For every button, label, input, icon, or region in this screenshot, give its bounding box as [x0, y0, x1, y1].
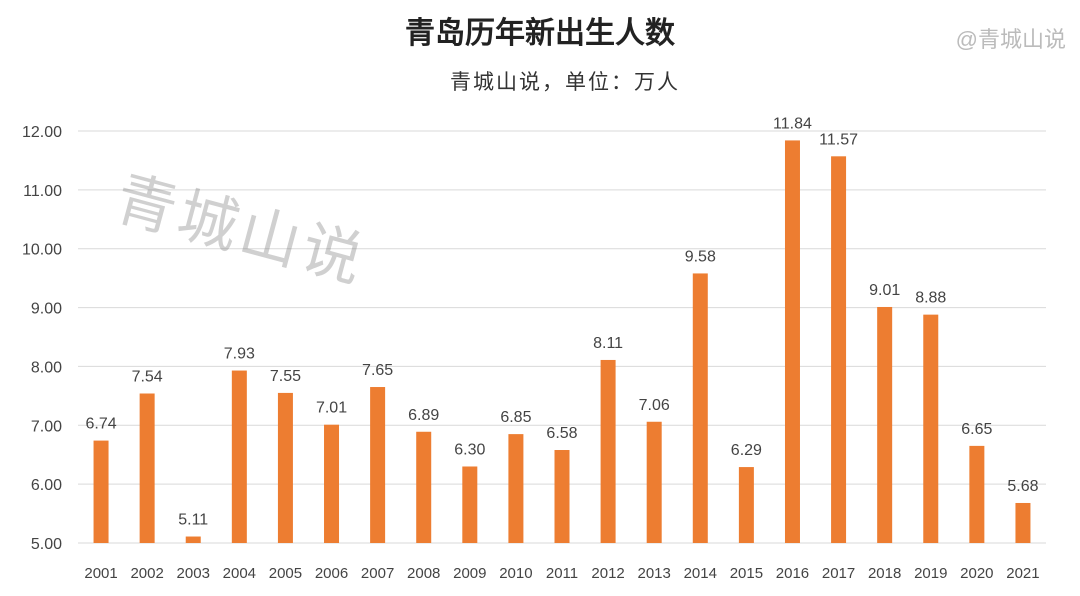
x-tick-label: 2010: [499, 565, 532, 582]
bar-2002: [139, 393, 155, 543]
y-tick-label: 5.00: [31, 536, 62, 553]
y-tick-label: 7.00: [31, 418, 62, 435]
data-label: 6.65: [961, 421, 992, 438]
bar-2001: [93, 440, 109, 543]
bar-2008: [416, 431, 432, 543]
bar-2016: [784, 140, 800, 543]
bar-2015: [738, 467, 754, 543]
x-tick-label: 2014: [684, 565, 717, 582]
data-label: 6.89: [408, 407, 439, 424]
y-tick-label: 6.00: [31, 477, 62, 494]
data-label: 9.58: [685, 248, 716, 265]
bar-2011: [554, 450, 570, 543]
x-tick-label: 2011: [546, 565, 578, 582]
bar-2019: [923, 314, 939, 543]
bar-2010: [508, 434, 524, 543]
bar-2012: [600, 359, 616, 543]
bar-2020: [969, 445, 985, 543]
data-label: 5.11: [178, 512, 208, 529]
data-label: 7.93: [224, 346, 255, 363]
data-label: 7.55: [270, 368, 301, 385]
bar-2017: [831, 156, 847, 543]
x-tick-label: 2008: [407, 565, 440, 582]
data-label: 8.88: [915, 290, 946, 307]
x-tick-label: 2007: [361, 565, 394, 582]
data-label: 7.06: [639, 397, 670, 414]
data-label: 6.58: [546, 425, 577, 442]
data-label: 6.30: [454, 441, 485, 458]
data-label: 6.29: [731, 442, 762, 459]
x-tick-label: 2021: [1006, 565, 1039, 582]
data-label: 11.84: [773, 115, 812, 132]
x-tick-label: 2016: [776, 565, 809, 582]
y-tick-label: 12.00: [22, 124, 62, 141]
data-label: 8.11: [593, 335, 623, 352]
bar-2003: [185, 536, 201, 543]
bar-2004: [231, 370, 247, 543]
x-tick-label: 2017: [822, 565, 855, 582]
data-label: 5.68: [1007, 478, 1038, 495]
x-tick-label: 2018: [868, 565, 901, 582]
y-tick-label: 9.00: [31, 301, 62, 318]
y-tick-label: 11.00: [23, 183, 62, 200]
data-label: 7.65: [362, 362, 393, 379]
bar-2005: [277, 392, 293, 543]
x-tick-label: 2004: [223, 565, 256, 582]
x-tick-label: 2003: [177, 565, 210, 582]
x-tick-label: 2019: [914, 565, 947, 582]
x-tick-label: 2012: [591, 565, 624, 582]
x-tick-label: 2006: [315, 565, 348, 582]
bar-2014: [692, 273, 708, 543]
x-tick-label: 2001: [84, 565, 117, 582]
y-tick-label: 8.00: [31, 359, 62, 376]
data-label: 6.85: [500, 409, 531, 426]
bar-2021: [1015, 502, 1031, 543]
y-tick-label: 10.00: [22, 242, 62, 259]
watermark-handle: @青城山说: [955, 27, 1066, 52]
x-tick-label: 2002: [130, 565, 163, 582]
data-label: 7.01: [316, 400, 347, 417]
x-tick-label: 2009: [453, 565, 486, 582]
bar-2007: [370, 387, 386, 543]
x-tick-label: 2005: [269, 565, 302, 582]
x-tick-label: 2013: [638, 565, 671, 582]
data-label: 11.57: [819, 131, 858, 148]
x-tick-label: 2020: [960, 565, 993, 582]
bar-2009: [462, 466, 478, 543]
data-label: 9.01: [869, 282, 900, 299]
x-tick-label: 2015: [730, 565, 763, 582]
bar-2013: [646, 421, 662, 543]
data-label: 7.54: [132, 369, 163, 386]
bar-2018: [877, 306, 893, 543]
data-label: 6.74: [85, 416, 116, 433]
chart-title: 青岛历年新出生人数: [405, 16, 675, 51]
bar-2006: [324, 424, 340, 543]
chart-subtitle: 青城山说，单位：万人: [450, 70, 680, 94]
